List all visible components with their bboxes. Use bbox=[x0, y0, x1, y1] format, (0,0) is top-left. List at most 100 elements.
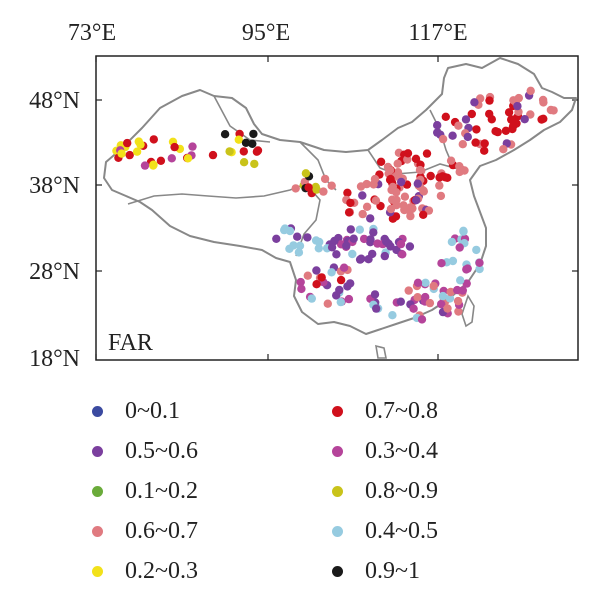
station-point bbox=[370, 174, 380, 184]
station-point bbox=[472, 125, 481, 134]
lat-tick-label: 28°N bbox=[29, 259, 80, 285]
station-point bbox=[396, 239, 406, 249]
station-point bbox=[370, 290, 380, 299]
station-point bbox=[508, 122, 518, 131]
legend-swatch bbox=[92, 565, 103, 577]
station-point bbox=[358, 191, 367, 200]
station-point bbox=[467, 109, 476, 119]
station-point bbox=[294, 248, 304, 257]
station-point bbox=[336, 275, 346, 285]
station-point bbox=[220, 130, 230, 139]
station-point bbox=[371, 196, 381, 205]
station-point bbox=[459, 227, 468, 236]
station-point bbox=[453, 296, 463, 306]
station-point bbox=[419, 210, 428, 219]
station-point bbox=[312, 266, 321, 275]
station-point bbox=[493, 127, 502, 137]
station-point bbox=[319, 187, 328, 196]
legend-label: 0.4~0.5 bbox=[365, 517, 438, 544]
station-point bbox=[509, 115, 519, 124]
station-point bbox=[149, 135, 158, 144]
station-point bbox=[399, 201, 408, 210]
station-point bbox=[376, 157, 386, 166]
station-point bbox=[239, 158, 249, 167]
station-point bbox=[296, 277, 305, 287]
station-point bbox=[315, 237, 324, 247]
legend-label: 0.8~0.9 bbox=[365, 477, 438, 504]
station-point bbox=[403, 149, 413, 158]
station-point bbox=[433, 121, 442, 130]
legend-label: 0.1~0.2 bbox=[125, 477, 198, 504]
station-point bbox=[307, 294, 316, 303]
station-point bbox=[460, 166, 469, 175]
station-point bbox=[405, 242, 415, 251]
station-point bbox=[426, 171, 435, 181]
station-point bbox=[239, 147, 248, 156]
station-point bbox=[248, 139, 257, 148]
station-point bbox=[400, 192, 410, 201]
station-point bbox=[385, 166, 395, 175]
lat-tick-label: 38°N bbox=[29, 173, 80, 199]
station-point bbox=[369, 228, 378, 237]
station-point bbox=[332, 291, 341, 300]
legend-swatch bbox=[332, 445, 343, 457]
station-point bbox=[549, 106, 558, 115]
legend-label: 0.3~0.4 bbox=[365, 437, 438, 464]
station-point bbox=[458, 140, 467, 149]
station-point bbox=[470, 98, 479, 107]
legend-item: 0.3~0.4 bbox=[332, 436, 438, 466]
legend-item: 0.2~0.3 bbox=[92, 556, 198, 586]
lat-tick-label: 18°N bbox=[29, 346, 80, 372]
station-point bbox=[311, 182, 320, 192]
station-point bbox=[487, 115, 496, 124]
station-point bbox=[386, 242, 395, 251]
station-point bbox=[366, 235, 375, 244]
station-point bbox=[480, 146, 489, 155]
station-point bbox=[412, 196, 421, 205]
station-point bbox=[225, 147, 234, 156]
station-point bbox=[301, 169, 311, 178]
station-point bbox=[289, 241, 298, 250]
station-point bbox=[355, 225, 364, 234]
station-point bbox=[419, 186, 428, 195]
station-point bbox=[448, 131, 457, 140]
legend-label: 0.2~0.3 bbox=[125, 557, 198, 584]
station-point bbox=[475, 258, 484, 267]
station-point bbox=[443, 304, 452, 313]
station-point bbox=[413, 293, 422, 302]
station-point bbox=[393, 159, 402, 168]
station-point bbox=[485, 96, 494, 105]
station-point bbox=[437, 299, 446, 309]
station-point bbox=[303, 271, 312, 280]
map-frame bbox=[95, 55, 579, 361]
station-point bbox=[396, 297, 405, 306]
station-point bbox=[436, 191, 446, 201]
station-point bbox=[398, 250, 407, 259]
station-point bbox=[346, 225, 355, 234]
station-point bbox=[472, 245, 481, 255]
station-point bbox=[501, 126, 511, 135]
station-point bbox=[336, 297, 345, 307]
station-point bbox=[408, 204, 417, 213]
station-point bbox=[293, 232, 302, 241]
station-point bbox=[443, 173, 452, 182]
station-point bbox=[453, 285, 462, 295]
station-point bbox=[312, 280, 321, 289]
station-point bbox=[421, 278, 430, 287]
station-point bbox=[358, 209, 367, 219]
station-point bbox=[343, 282, 352, 291]
station-point bbox=[327, 181, 336, 190]
lon-tick-label: 95°E bbox=[242, 20, 290, 46]
station-point bbox=[455, 243, 464, 252]
station-point bbox=[404, 286, 413, 295]
station-point bbox=[415, 165, 425, 175]
lat-tick-label: 48°N bbox=[29, 88, 80, 114]
legend-swatch bbox=[92, 405, 103, 417]
station-point bbox=[513, 101, 522, 111]
legend-swatch bbox=[92, 485, 103, 497]
station-point bbox=[332, 250, 341, 259]
legend-swatch bbox=[92, 445, 103, 457]
legend-item: 0~0.1 bbox=[92, 396, 180, 426]
station-point bbox=[188, 142, 197, 151]
